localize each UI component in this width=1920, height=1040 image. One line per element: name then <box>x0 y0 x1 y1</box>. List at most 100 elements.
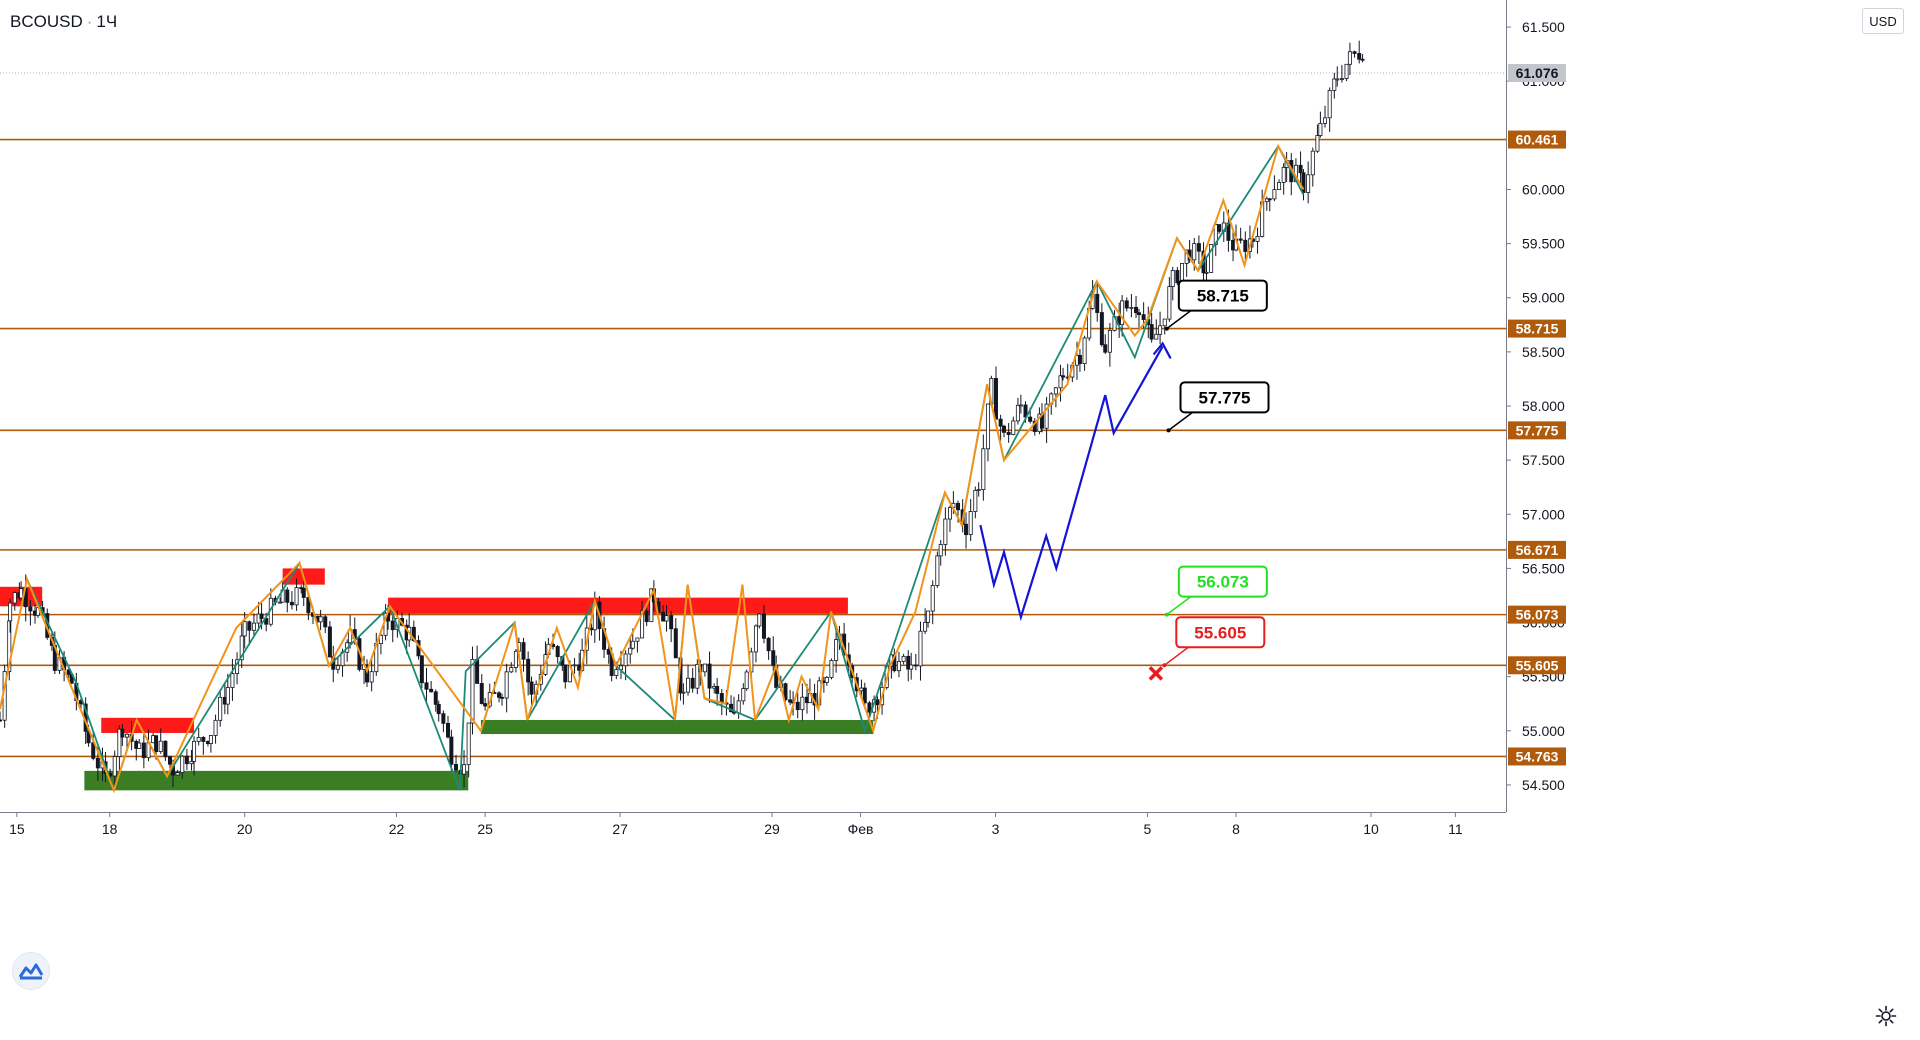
candle-body <box>834 639 839 661</box>
callouts-layer: 58.715 57.775 56.073 55.605 <box>1148 279 1270 681</box>
candle-body <box>196 737 201 742</box>
candle-body <box>378 634 383 644</box>
candle-body <box>824 677 829 683</box>
candle-body <box>1298 164 1303 174</box>
candle-body <box>529 681 534 695</box>
candle-body <box>1323 117 1328 124</box>
zigzag-teal-line <box>26 144 1305 794</box>
candle-body <box>918 630 923 667</box>
candle-body <box>175 772 180 776</box>
candle-body <box>124 733 129 738</box>
level-price-label: 56.671 <box>1516 542 1559 558</box>
candle-body <box>218 696 223 721</box>
candle-body <box>788 699 793 703</box>
callout-anchor-dot <box>1166 428 1171 433</box>
candle-body <box>189 760 194 765</box>
candle-body <box>470 659 475 724</box>
candle-body <box>1006 431 1011 435</box>
candle-body <box>1318 123 1323 136</box>
candle-body <box>424 682 429 690</box>
last-price-label: 61.076 <box>1516 65 1559 81</box>
candle-body <box>1272 189 1277 200</box>
candle-body <box>327 626 332 658</box>
x-tick-label: 3 <box>992 821 1000 837</box>
candle-body <box>1327 90 1332 119</box>
level-price-tag <box>1508 747 1566 766</box>
candle-body <box>644 610 649 623</box>
currency-button[interactable]: USD <box>1862 8 1904 34</box>
x-tick-label: 15 <box>9 821 25 837</box>
candle-body <box>154 735 159 752</box>
candle-body <box>158 740 163 752</box>
candle-body <box>1018 404 1023 407</box>
candle-body <box>1099 312 1104 346</box>
candle-body <box>318 616 323 623</box>
x-tick-label: 18 <box>102 821 118 837</box>
candle-body <box>783 683 788 701</box>
candle-body <box>247 621 252 631</box>
candle-body <box>19 588 24 599</box>
candle-body <box>419 655 424 684</box>
callout-leader <box>1166 596 1192 616</box>
candle-body <box>163 740 168 758</box>
callout-label: 55.605 <box>1194 623 1246 642</box>
level-price-label: 58.715 <box>1516 321 1559 337</box>
candle-body <box>935 555 940 586</box>
candle-body <box>1238 238 1243 241</box>
candle-body <box>649 588 654 623</box>
candle-body <box>1277 182 1282 191</box>
symbol-header[interactable]: BCOUSD · 1Ч <box>10 12 117 32</box>
candle-body <box>1028 416 1033 422</box>
y-tick-label: 54.500 <box>1522 777 1565 793</box>
supply-zone <box>388 597 848 614</box>
candle-body <box>1077 354 1082 364</box>
candle-body <box>909 664 914 670</box>
candle-body <box>1175 270 1180 284</box>
candle-body <box>12 592 17 604</box>
candle-body <box>117 728 122 757</box>
x-tick-label: 20 <box>237 821 253 837</box>
gear-icon[interactable] <box>1874 1004 1898 1028</box>
candle-body <box>454 763 459 771</box>
candle-body <box>1217 224 1222 232</box>
candle-body <box>968 511 973 536</box>
x-tick-label: 29 <box>764 821 780 837</box>
candle-body <box>640 610 645 639</box>
candle-body <box>1255 236 1260 242</box>
x-tick-label: 25 <box>477 821 493 837</box>
candle-body <box>757 613 762 627</box>
callout-box <box>1177 279 1268 312</box>
candle-body <box>943 518 948 545</box>
tradingview-logo-icon[interactable] <box>12 952 50 990</box>
candle-body <box>1357 53 1362 60</box>
candle-body <box>867 702 872 713</box>
candle-body <box>225 687 230 705</box>
candle-body <box>0 719 3 722</box>
candle-body <box>242 621 247 637</box>
level-price-label: 60.461 <box>1516 132 1559 148</box>
demand-zone <box>480 719 874 735</box>
candle-body <box>993 378 998 420</box>
candle-body <box>180 755 185 773</box>
candle-body <box>998 418 1003 427</box>
candle-body <box>695 664 700 689</box>
candle-body <box>702 663 707 673</box>
callout-label: 58.715 <box>1197 287 1249 306</box>
candle-body <box>930 585 935 612</box>
candle-body <box>1107 330 1112 353</box>
candle-body <box>948 507 953 520</box>
candle-body <box>1301 172 1306 193</box>
level-price-tag <box>1508 130 1566 149</box>
candle-body <box>509 667 514 673</box>
candle-body <box>1335 78 1340 81</box>
candle-body <box>475 659 480 684</box>
candle-body <box>1002 425 1007 433</box>
levels-layer <box>0 72 1506 758</box>
candle-body <box>8 602 13 622</box>
callout-leader <box>1168 411 1193 431</box>
candle-body <box>753 625 758 653</box>
callout-leader <box>1166 309 1192 330</box>
